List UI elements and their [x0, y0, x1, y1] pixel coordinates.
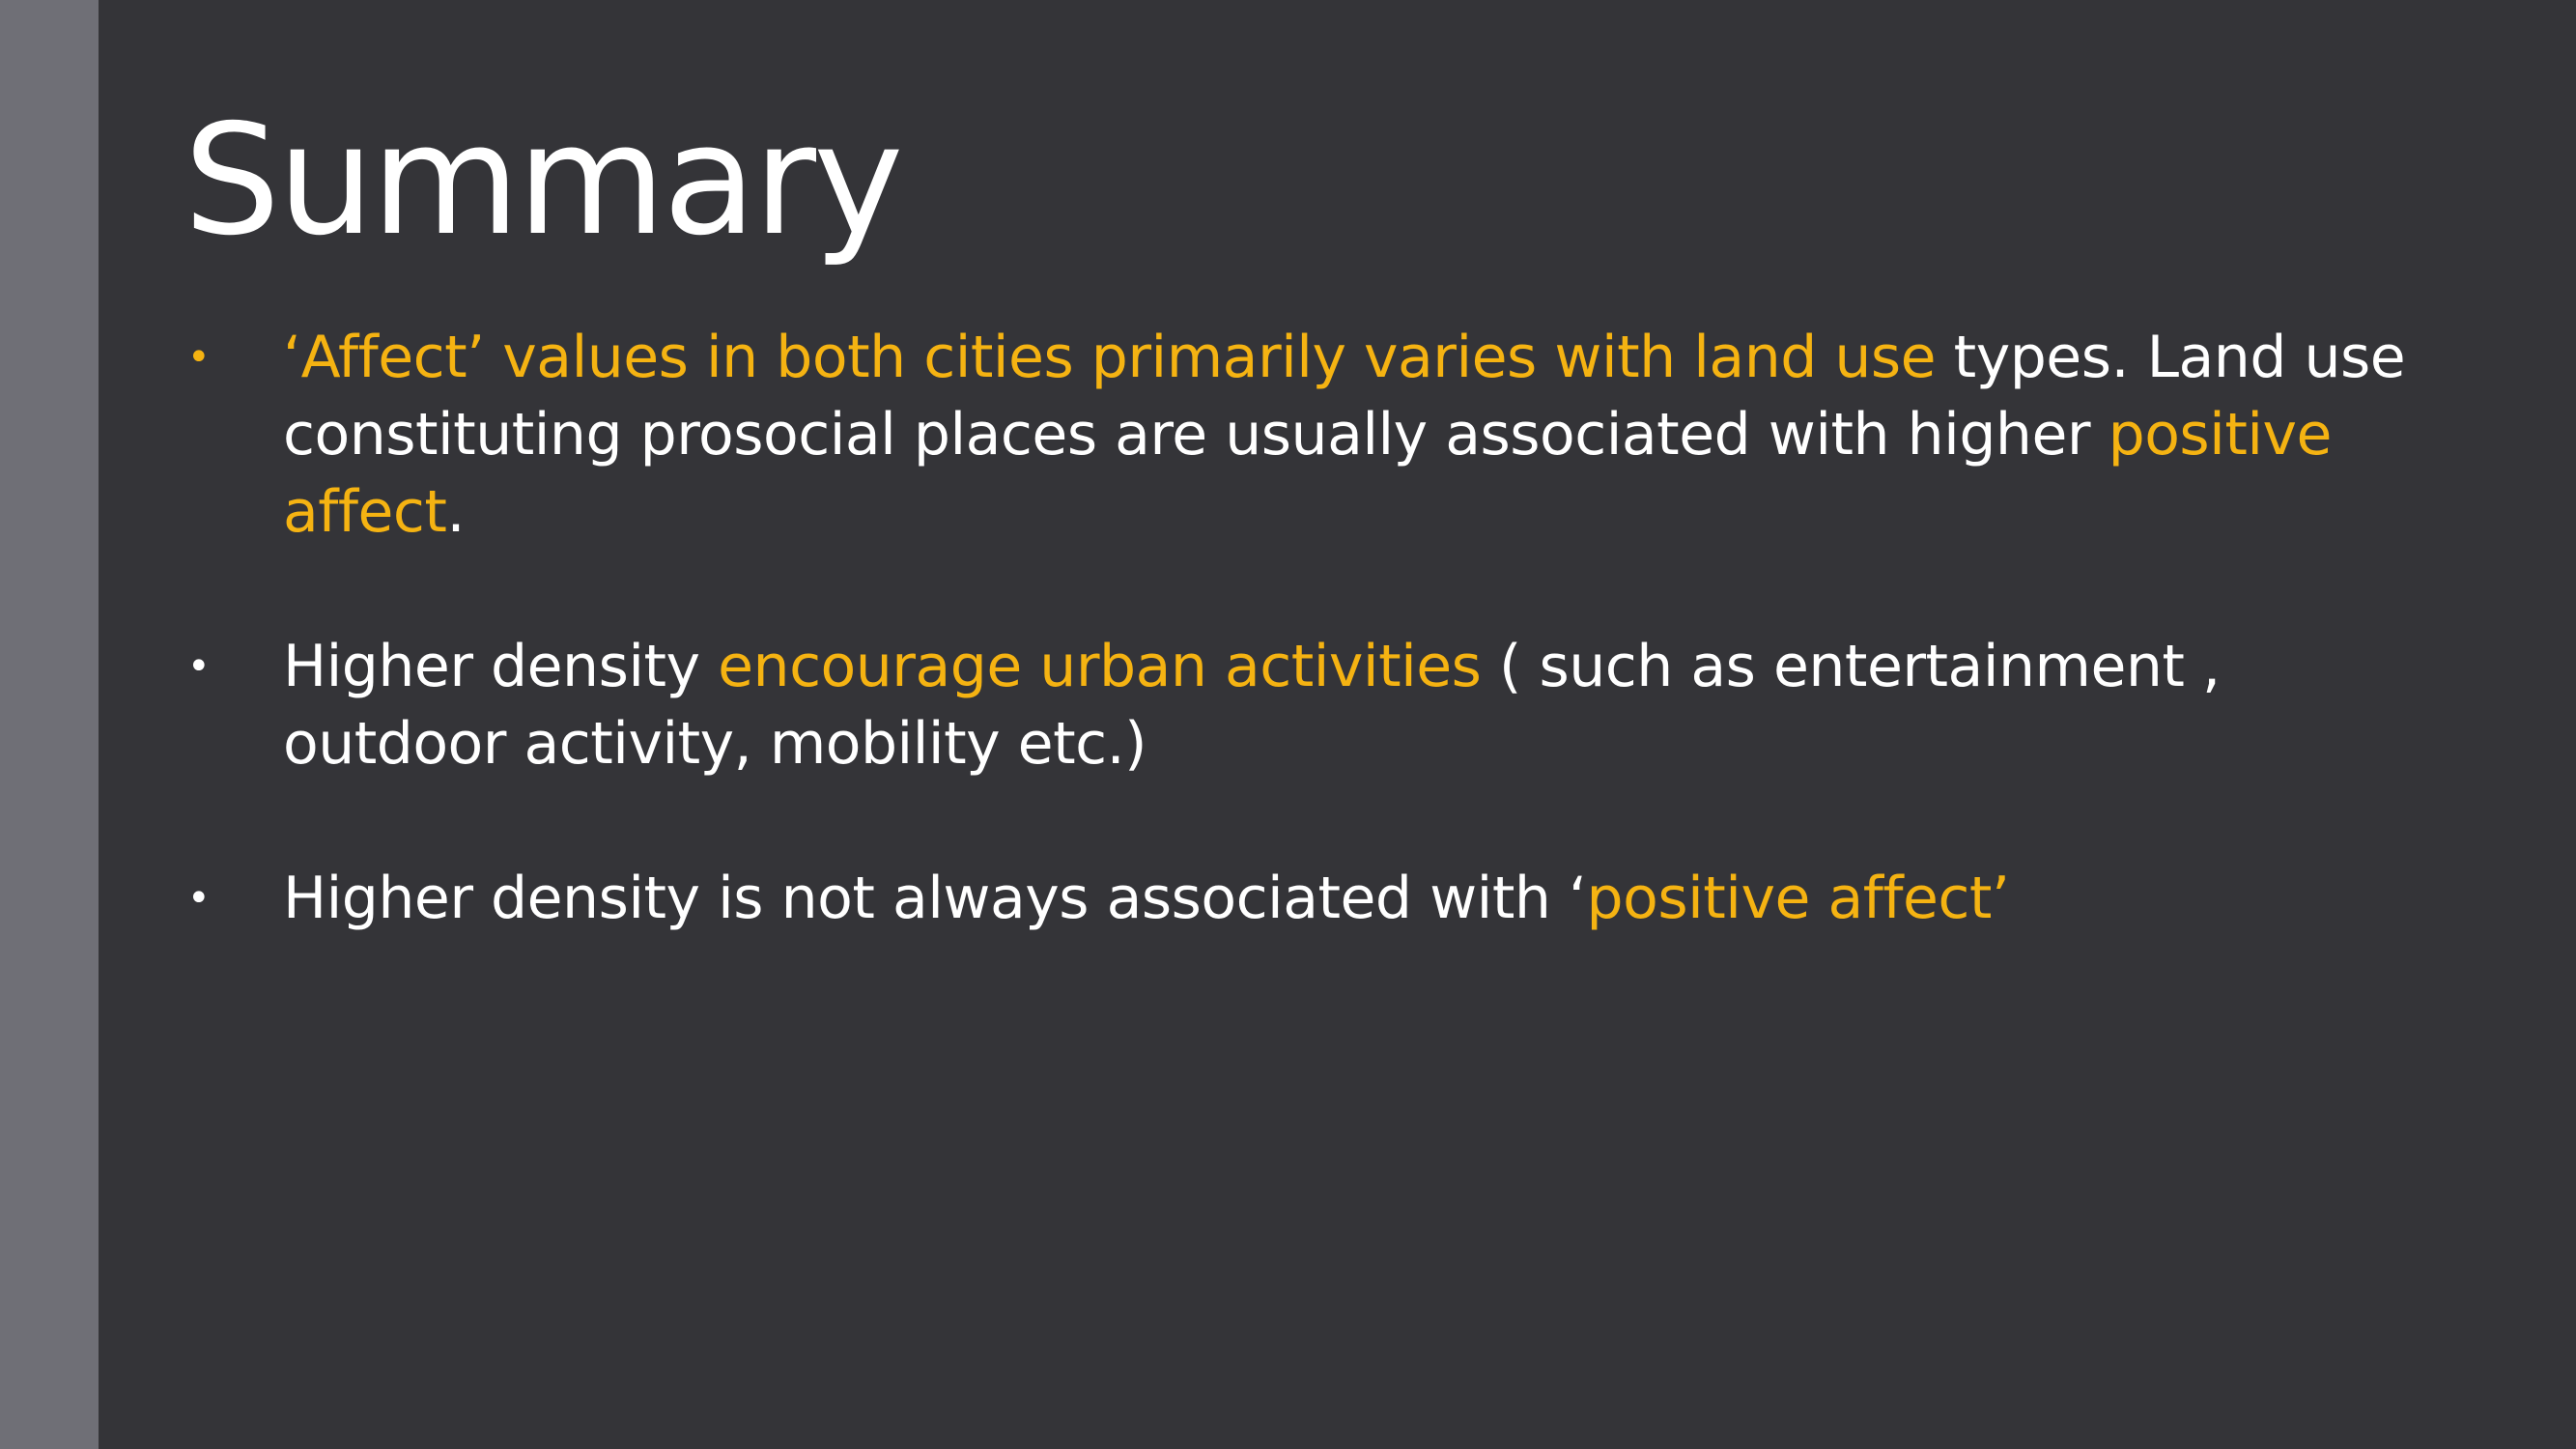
bullet-marker: •: [187, 335, 211, 380]
bullet-text-highlight: ‘Affect’ values in both cities primarily…: [283, 324, 1937, 391]
bullet-text: Higher density is not always associated …: [283, 865, 1587, 932]
bullet-list: • ‘Affect’ values in both cities primari…: [184, 319, 2444, 937]
bullet-text-highlight: encourage urban activities: [718, 633, 1482, 700]
bullet-text-highlight: positive affect’: [1586, 865, 2010, 932]
bullet-text: .: [446, 478, 466, 546]
bullet-marker: •: [187, 644, 211, 689]
bullet-text: Higher density: [283, 633, 719, 700]
bullet-item-density-activities: • Higher density encourage urban activit…: [184, 628, 2444, 782]
bullet-text: ( such as entertainment , outdoor activi…: [283, 633, 2221, 778]
bullet-text-highlight: positive affect: [283, 401, 2332, 546]
sidebar-accent-bar: [0, 0, 99, 1449]
bullet-item-land-use: • ‘Affect’ values in both cities primari…: [184, 319, 2444, 551]
bullet-text: types. Land use constituting prosocial p…: [283, 324, 2406, 469]
bullet-marker: •: [187, 876, 211, 921]
bullet-item-density-affect: • Higher density is not always associate…: [184, 860, 2444, 937]
slide-title: Summary: [184, 92, 904, 270]
